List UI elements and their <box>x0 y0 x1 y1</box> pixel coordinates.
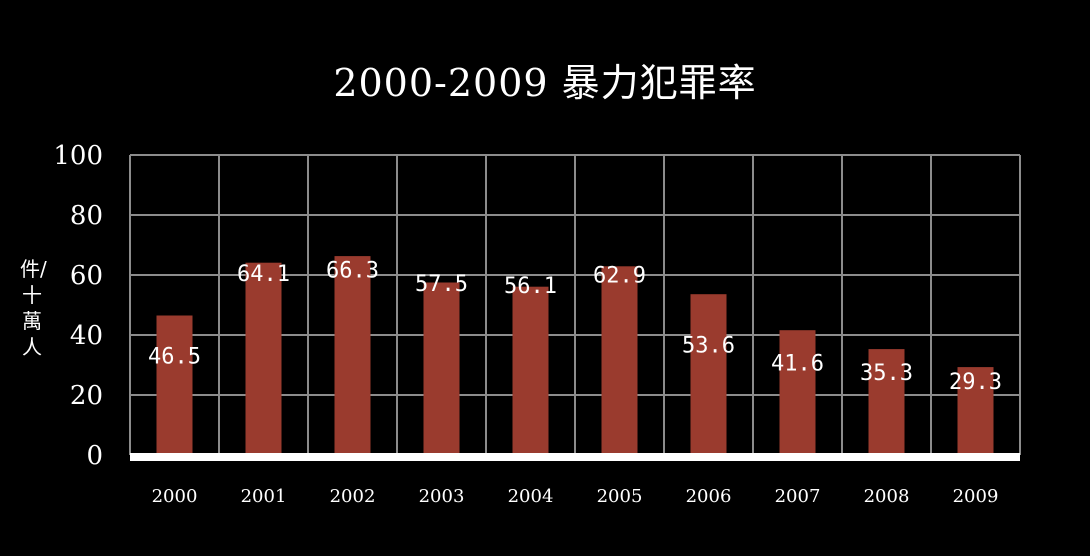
data-label: 41.6 <box>771 352 824 377</box>
data-label: 57.5 <box>415 272 468 297</box>
y-tick-label: 20 <box>70 381 103 411</box>
bar <box>334 256 371 455</box>
x-tick-label: 2006 <box>686 486 732 507</box>
bar <box>601 266 638 455</box>
x-tick-label: 2000 <box>152 486 198 507</box>
y-tick-label: 40 <box>70 321 103 351</box>
data-label: 56.1 <box>504 274 557 299</box>
x-tick-label: 2008 <box>864 486 910 507</box>
x-axis-baseline <box>130 453 1020 461</box>
bar <box>957 367 994 455</box>
y-tick-label: 100 <box>53 141 103 171</box>
data-label: 66.3 <box>326 259 379 284</box>
bar <box>245 262 282 455</box>
x-tick-label: 2003 <box>419 486 465 507</box>
bar <box>868 349 905 455</box>
data-label: 62.9 <box>593 264 646 289</box>
data-label: 64.1 <box>237 262 290 287</box>
y-axis-label: 件/十萬人 <box>20 257 47 359</box>
bar <box>690 294 727 455</box>
x-tick-label: 2005 <box>597 486 643 507</box>
x-tick-label: 2007 <box>775 486 821 507</box>
data-label: 53.6 <box>682 334 735 359</box>
bar <box>779 330 816 455</box>
x-tick-label: 2002 <box>330 486 376 507</box>
data-label: 35.3 <box>860 361 913 386</box>
bar <box>423 282 460 455</box>
data-label: 29.3 <box>949 370 1002 395</box>
y-tick-label: 0 <box>86 441 103 471</box>
x-tick-label: 2004 <box>508 486 554 507</box>
chart-title: 2000-2009 暴力犯罪率 <box>333 61 757 105</box>
y-tick-label: 60 <box>70 261 103 291</box>
y-tick-label: 80 <box>70 201 103 231</box>
bar <box>156 315 193 455</box>
data-label: 46.5 <box>148 344 201 369</box>
bar <box>512 286 549 455</box>
x-tick-label: 2001 <box>241 486 287 507</box>
x-tick-label: 2009 <box>953 486 999 507</box>
